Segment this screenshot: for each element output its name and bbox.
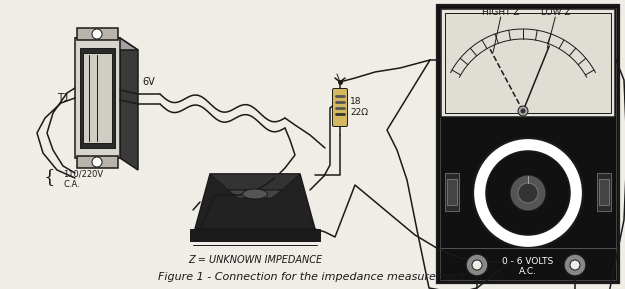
Circle shape (473, 138, 583, 248)
Circle shape (570, 260, 580, 270)
Circle shape (472, 260, 482, 270)
Polygon shape (210, 174, 300, 190)
Text: HIGHT Z: HIGHT Z (482, 8, 519, 17)
Circle shape (92, 29, 102, 39)
Text: 18
22Ω: 18 22Ω (350, 97, 368, 117)
Text: Figure 1 - Connection for the impedance measurement: Figure 1 - Connection for the impedance … (159, 272, 466, 282)
Circle shape (486, 151, 570, 235)
Circle shape (521, 108, 526, 114)
Polygon shape (120, 38, 138, 170)
Text: Z = UNKNOWN IMPEDANCE: Z = UNKNOWN IMPEDANCE (188, 255, 322, 265)
Bar (445, 13, 611, 113)
Text: 110/220V
C.A.: 110/220V C.A. (63, 169, 103, 189)
Ellipse shape (242, 189, 268, 199)
Circle shape (518, 183, 538, 203)
Polygon shape (190, 229, 320, 241)
Circle shape (510, 175, 546, 211)
FancyBboxPatch shape (332, 88, 348, 127)
Text: 0 - 6 VOLTS
A.C.: 0 - 6 VOLTS A.C. (503, 257, 554, 276)
Bar (441, 9, 615, 117)
Polygon shape (75, 38, 120, 158)
Circle shape (564, 254, 586, 276)
Bar (445, 173, 459, 211)
Circle shape (466, 254, 488, 276)
Polygon shape (228, 190, 282, 198)
Polygon shape (75, 38, 138, 50)
Circle shape (92, 157, 102, 167)
Polygon shape (83, 53, 112, 143)
Text: 6V: 6V (142, 77, 155, 87)
Polygon shape (77, 156, 118, 168)
Text: LOW Z: LOW Z (541, 8, 570, 17)
Bar (447, 179, 457, 205)
Text: T1: T1 (57, 93, 70, 103)
Polygon shape (77, 28, 118, 40)
Polygon shape (195, 174, 315, 229)
Bar (597, 173, 611, 211)
Bar (599, 179, 609, 205)
Text: {: { (43, 168, 55, 186)
FancyBboxPatch shape (437, 5, 619, 283)
Circle shape (518, 106, 528, 116)
Polygon shape (80, 48, 115, 148)
